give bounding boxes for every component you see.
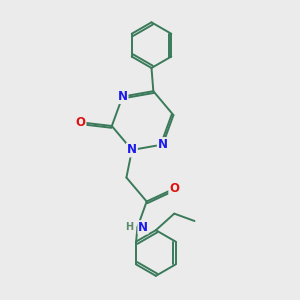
- Text: N: N: [118, 90, 128, 103]
- Text: N: N: [158, 138, 168, 151]
- Text: O: O: [76, 116, 85, 129]
- Text: N: N: [138, 221, 148, 234]
- Text: O: O: [169, 182, 179, 195]
- Text: H: H: [125, 222, 134, 232]
- Text: N: N: [127, 143, 137, 157]
